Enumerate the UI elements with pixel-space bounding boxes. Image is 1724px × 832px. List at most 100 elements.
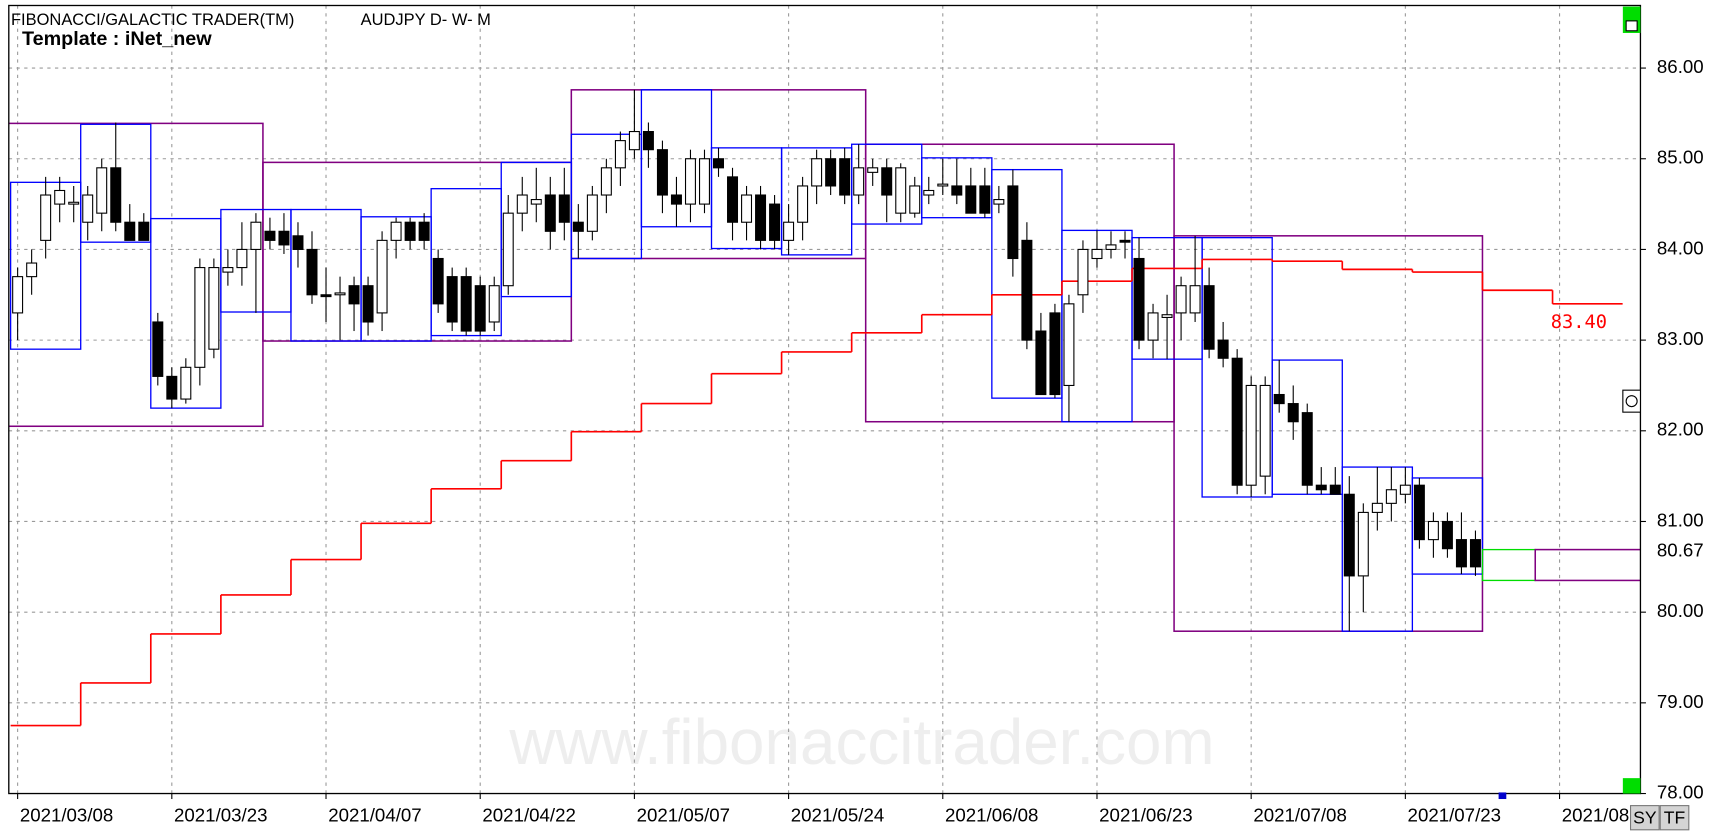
candle-body (741, 194, 753, 223)
candle-body (839, 158, 851, 196)
candle-body (278, 230, 290, 246)
candle-body (446, 276, 458, 323)
candle-body (881, 167, 893, 196)
candle-body (1021, 239, 1033, 341)
candle-body (208, 267, 220, 350)
candle-body (1189, 285, 1201, 314)
candle-body (1161, 314, 1173, 318)
mid-indicator-icon (1625, 395, 1638, 408)
candle-body (292, 235, 304, 250)
projection-next (1534, 548, 1641, 582)
candle-body (684, 158, 696, 205)
candle-body (698, 158, 710, 205)
template: Template : iNet_new (22, 28, 212, 50)
candle-body (825, 158, 837, 187)
candle-body (642, 130, 654, 151)
candle-body (811, 158, 823, 187)
candle-body (264, 230, 276, 241)
candle-body (1343, 493, 1355, 577)
candle-body (152, 321, 164, 377)
watermark: www.fibonaccitrader.com (508, 706, 1214, 778)
candle-body (82, 194, 94, 223)
app-title: FIBONACCI/GALACTIC TRADER(TM) (11, 11, 294, 29)
tf-button-label[interactable]: TF (1664, 807, 1686, 827)
candle-body (1007, 185, 1019, 260)
y-tick-label: 81.00 (1657, 509, 1704, 530)
candle-body (670, 194, 682, 205)
weekly-range (150, 217, 222, 409)
y-tick-label: 79.00 (1657, 691, 1704, 712)
candle-body (867, 167, 879, 173)
candle-body (40, 194, 52, 241)
plot-area (8, 5, 1641, 794)
x-tick-label: 2021/06/23 (1099, 805, 1192, 826)
weekly-range (1411, 477, 1484, 575)
x-tick-label: 2021/07/08 (1253, 805, 1346, 826)
candle-body (376, 239, 388, 314)
top-indicator-icon (1625, 20, 1638, 32)
candle-body (222, 267, 234, 273)
y-tick-label: 84.00 (1657, 237, 1704, 258)
candle-body (1455, 539, 1467, 568)
x-tick-label: 2021/04/07 (328, 805, 421, 826)
x-tick-label: 2021/08 (1562, 805, 1630, 826)
candle-body (362, 285, 374, 323)
candle-body (951, 185, 963, 196)
x-tick-label: 2021/03/08 (20, 805, 113, 826)
sy-button[interactable] (1629, 805, 1660, 831)
candle-body (965, 185, 977, 214)
tf-button[interactable] (1659, 805, 1690, 831)
candle-body (993, 199, 1005, 205)
candle-body (1273, 393, 1285, 405)
candle-body (1231, 357, 1243, 486)
candle-body (166, 375, 178, 400)
candle-body (404, 221, 416, 241)
y-tick-label: 83.00 (1657, 328, 1704, 349)
candle-body (488, 285, 500, 323)
last-price-tag (1642, 540, 1714, 563)
mid-indicator (1622, 389, 1641, 413)
candle-body (1147, 312, 1159, 341)
x-tick-label: 2021/06/08 (945, 805, 1038, 826)
candle-body (1357, 511, 1369, 577)
x-tick-label: 2021/05/07 (637, 805, 730, 826)
candle-body (755, 194, 767, 241)
candle-body (1371, 502, 1383, 513)
candle-body (1077, 248, 1089, 296)
candle-body (320, 294, 332, 298)
candle-body (96, 167, 108, 214)
x-tick-label: 2021/04/22 (482, 805, 575, 826)
candle-body (1035, 330, 1047, 396)
candle-body (250, 221, 262, 250)
cursor-marker (1498, 792, 1507, 800)
y-tick-label: 82.00 (1657, 419, 1704, 440)
candle-body (138, 221, 150, 241)
candle-body (54, 189, 66, 205)
candle-body (432, 257, 444, 305)
candle-body (783, 221, 795, 241)
candle-body (1385, 489, 1397, 504)
candle-body (180, 366, 192, 400)
candle-body (474, 285, 486, 332)
candle-body (558, 194, 570, 223)
candle-body (502, 212, 514, 287)
candle-body (544, 194, 556, 232)
candle-body (68, 201, 80, 205)
candle-body (12, 276, 24, 314)
sy-button-label[interactable]: SY (1633, 807, 1657, 827)
candle-body (1119, 239, 1131, 243)
candle-body (572, 221, 584, 232)
bottom-indicator (1622, 778, 1641, 794)
candle-body (194, 267, 206, 368)
candle-body (236, 248, 248, 269)
candle-body (530, 199, 542, 205)
candle-body (895, 167, 907, 214)
candle-body (1063, 303, 1075, 387)
candle-body (516, 194, 528, 214)
candle-body (418, 221, 430, 241)
candle-body (1175, 285, 1187, 314)
y-tick-label: 80.00 (1657, 600, 1704, 621)
y-tick-label: 85.00 (1657, 147, 1704, 168)
